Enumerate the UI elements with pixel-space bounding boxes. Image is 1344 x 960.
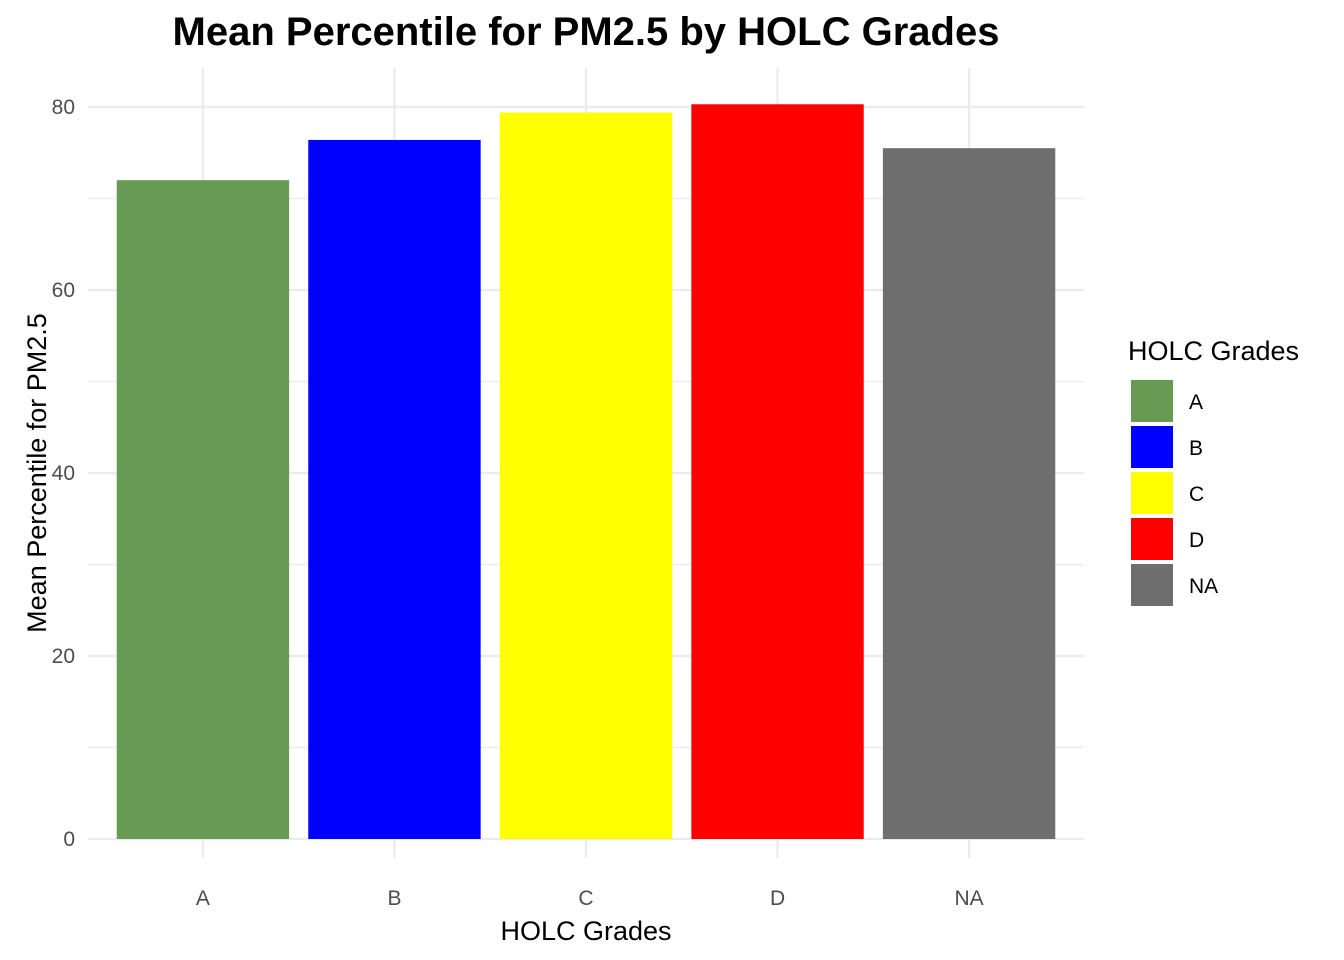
bar-c: [499, 112, 673, 840]
legend-label: NA: [1189, 575, 1218, 598]
y-tick-label: 0: [63, 828, 75, 851]
y-tick-label: 60: [52, 279, 75, 302]
legend-label: D: [1189, 529, 1204, 552]
x-tick-label: D: [770, 887, 785, 910]
bars: [116, 104, 1056, 840]
legend-swatch-c: [1131, 472, 1173, 514]
y-axis-ticks: 0 20 40 60 80: [52, 96, 75, 851]
x-tick-label: A: [196, 887, 210, 910]
x-axis-ticks: A B C D NA: [196, 887, 984, 910]
bar-b: [308, 139, 481, 839]
x-tick-label: C: [578, 887, 593, 910]
y-tick-label: 20: [52, 645, 75, 668]
chart-title: Mean Percentile for PM2.5 by HOLC Grades: [173, 10, 1000, 54]
bar-d: [691, 104, 864, 839]
x-tick-label: B: [387, 887, 401, 910]
y-axis-title: Mean Percentile for PM2.5: [22, 313, 52, 633]
legend-label: A: [1189, 391, 1203, 414]
legend-swatch-na: [1131, 564, 1173, 606]
x-axis-title: HOLC Grades: [500, 916, 671, 946]
bar-a: [116, 180, 290, 839]
bar-na: [882, 148, 1056, 840]
legend-label: B: [1189, 437, 1203, 460]
legend-label: C: [1189, 483, 1204, 506]
legend-swatch-b: [1131, 426, 1173, 468]
legend-swatch-a: [1131, 380, 1173, 422]
legend-title: HOLC Grades: [1128, 336, 1299, 366]
legend-swatch-d: [1131, 518, 1173, 560]
y-tick-label: 40: [52, 462, 75, 485]
x-tick-label: NA: [954, 887, 983, 910]
y-tick-label: 80: [52, 96, 75, 119]
